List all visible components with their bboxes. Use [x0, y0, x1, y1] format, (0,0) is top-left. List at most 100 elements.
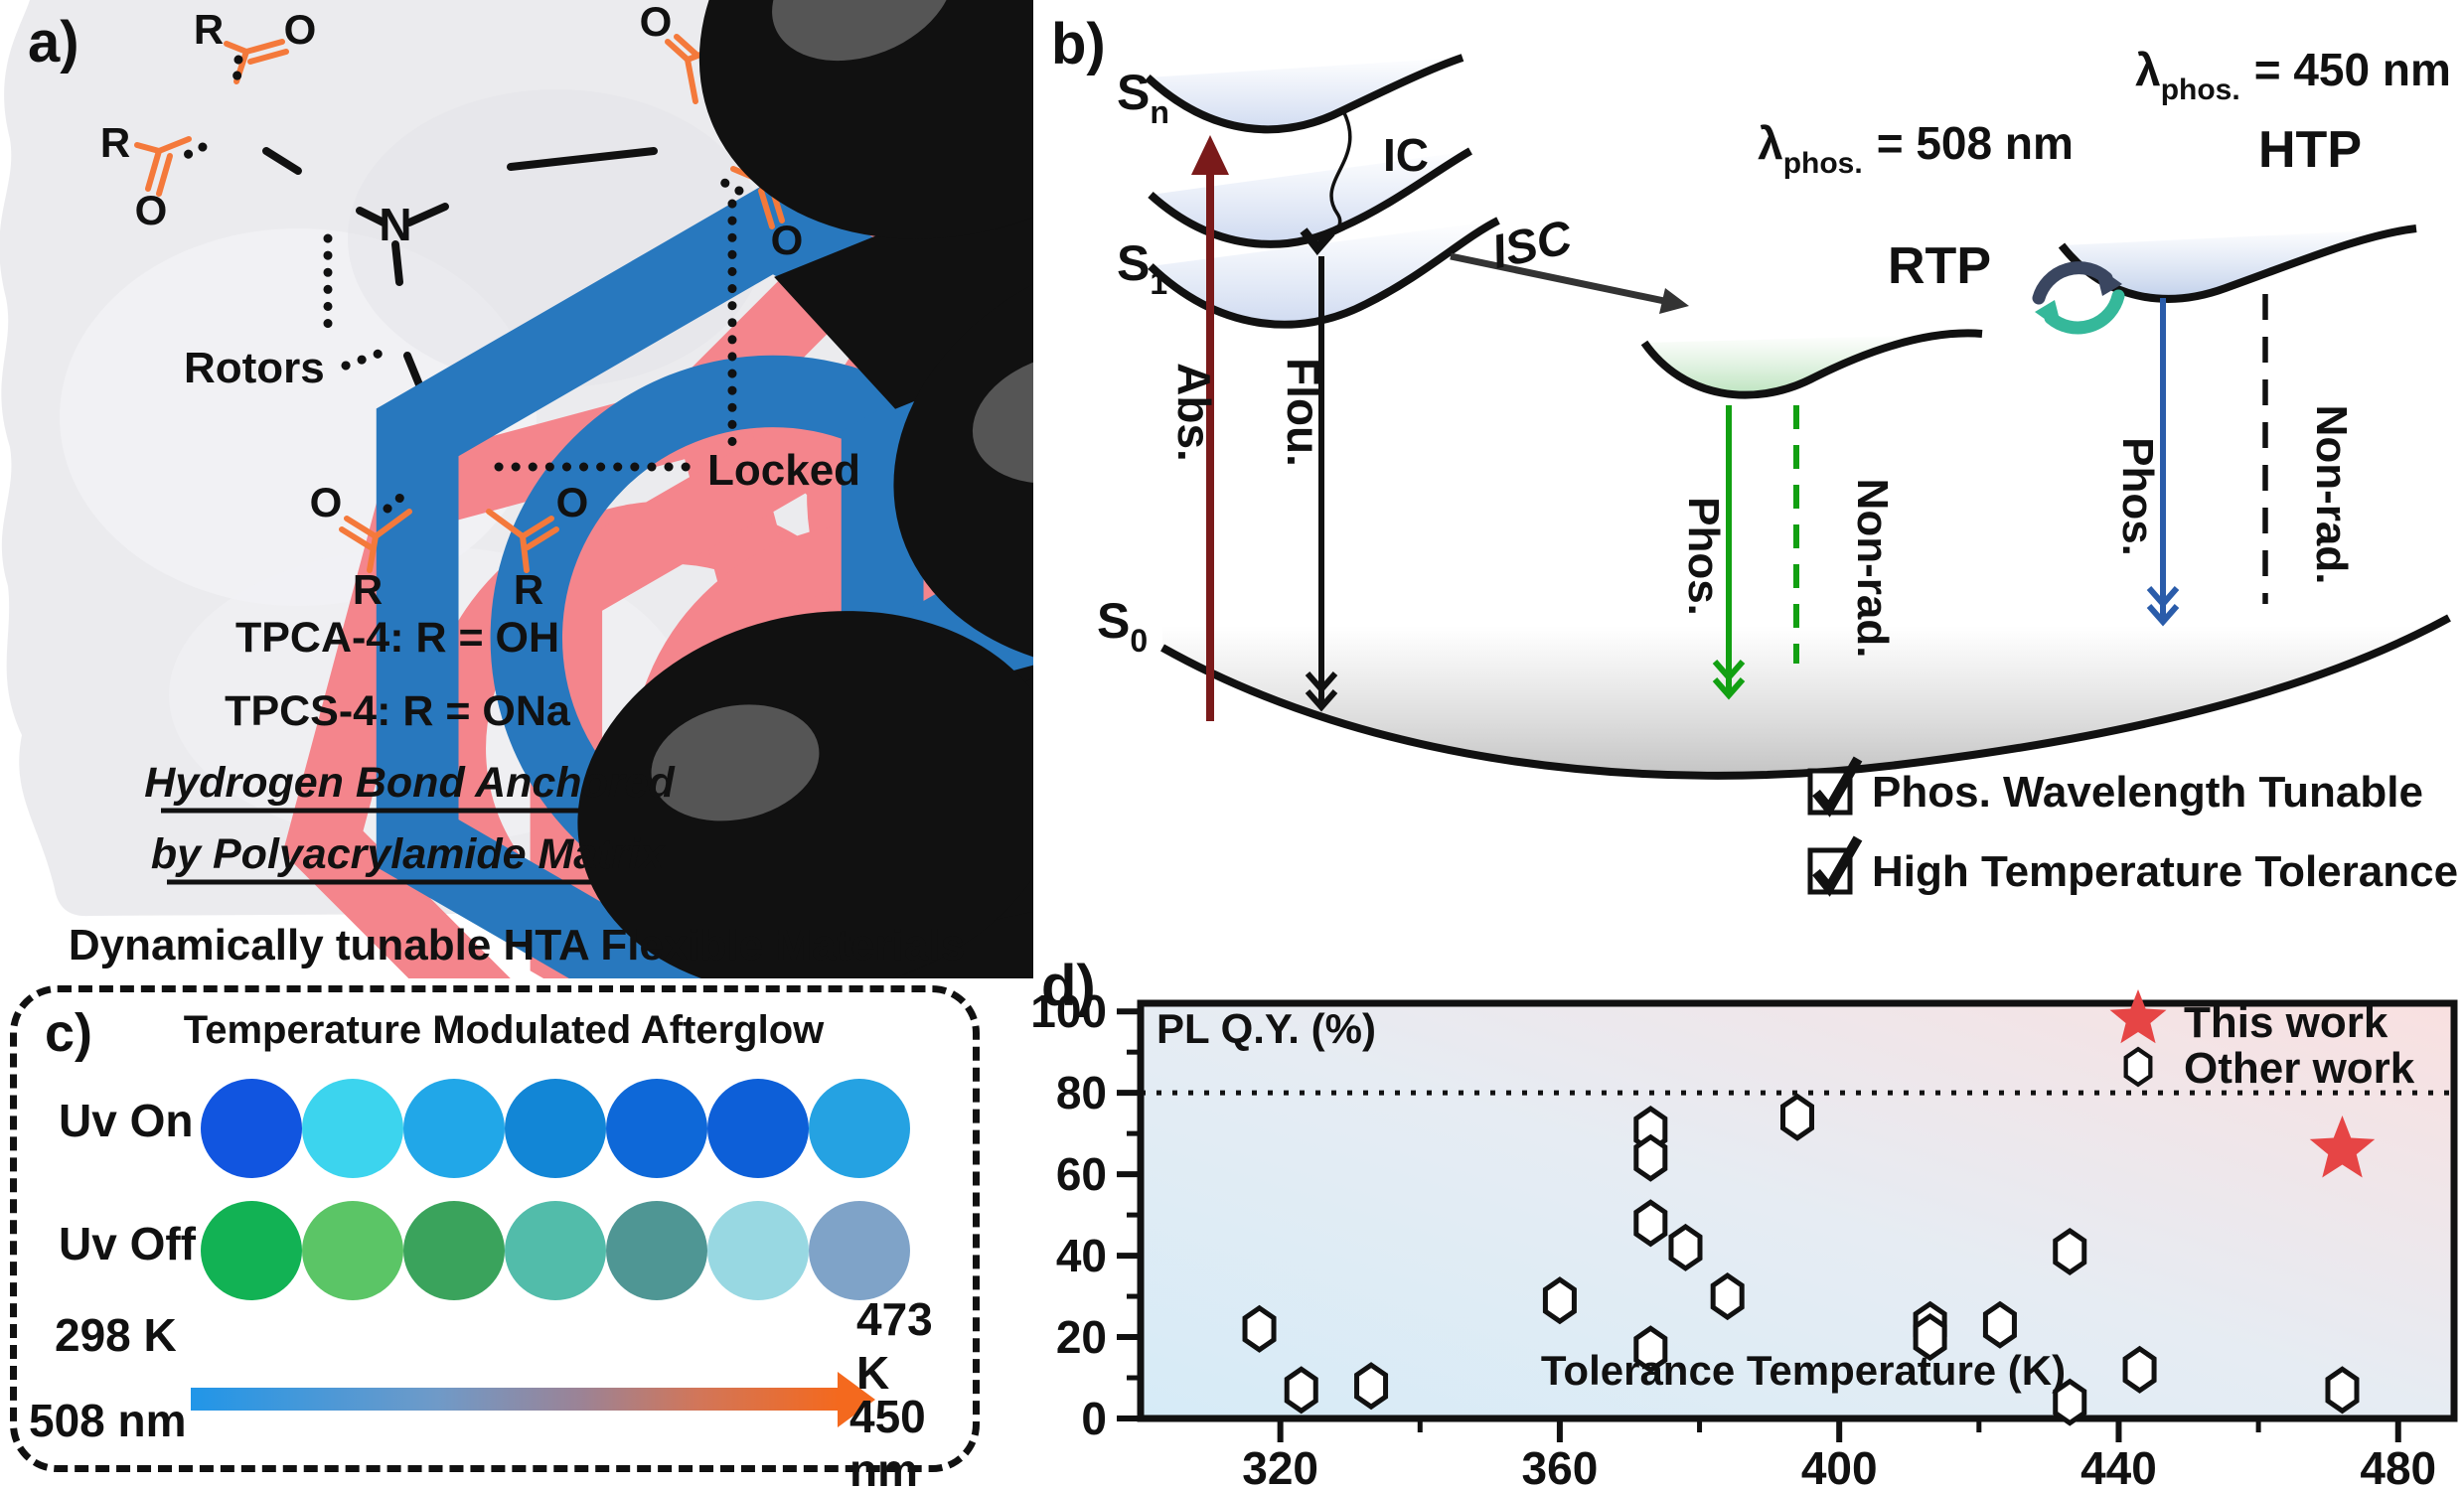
legend: This work Other work: [2109, 989, 2415, 1093]
rtp-triplet-curve: [1640, 329, 1983, 399]
sample-disc: [809, 1079, 910, 1178]
isc-arrowhead: [1659, 288, 1689, 314]
htp-phos-arrow: [2146, 298, 2180, 627]
sample-disc: [809, 1201, 910, 1300]
htp-phos-label: Phos.: [2113, 437, 2162, 556]
svg-text:O: O: [310, 479, 343, 525]
legend-hexagon-icon: [2123, 1046, 2153, 1088]
checkbox-2: [1807, 835, 1863, 897]
svg-text:R: R: [353, 566, 383, 613]
other-work-hexagon-point: [2053, 1378, 2087, 1426]
svg-text:R: R: [194, 6, 224, 53]
x-tick-label: 440: [2080, 1442, 2157, 1490]
x-axis-title: Tolerance Temperature (K): [1541, 1347, 2066, 1394]
y-tick-label: 100: [1033, 985, 1107, 1037]
ic-arrowhead: [1300, 227, 1335, 256]
temperature-gradient-arrowhead: [838, 1372, 875, 1427]
svg-text:O: O: [135, 187, 168, 233]
htp-nonrad-label: Non-rad.: [2307, 405, 2356, 585]
panel-d-label: d): [1041, 954, 1096, 1018]
nitrogen-atom: N: [379, 199, 411, 250]
fluorescence-label: Flou.: [1278, 358, 1329, 467]
rtp-title: RTP: [1888, 237, 1991, 295]
other-work-hexagon-point: [1710, 1272, 1745, 1321]
uv-off-sample-row: [201, 1201, 910, 1300]
carboxyl-labels: R O R O O R R O O R O R: [100, 0, 830, 613]
panel-c: c) Temperature Modulated Afterglow Uv On…: [10, 985, 980, 1490]
sample-disc: [606, 1079, 707, 1178]
x-tick-label: 400: [1801, 1442, 1878, 1490]
rtp-nonrad-label: Non-rad.: [1848, 479, 1897, 659]
other-work-hexagon-point: [1542, 1276, 1577, 1325]
svg-text:O: O: [640, 0, 673, 45]
legend-other-work: Other work: [2184, 1044, 2415, 1093]
other-work-hexagon-point: [1284, 1366, 1318, 1415]
temp-left-label: 298 K: [55, 1309, 177, 1361]
check-item-2: High Temperature Tolerance: [1872, 847, 2458, 896]
sample-disc: [201, 1079, 302, 1178]
svg-text:O: O: [284, 6, 317, 53]
wavelength-right-label: 450 nm: [849, 1391, 926, 1490]
uv-on-sample-row: [201, 1079, 910, 1178]
x-tick-label: 320: [1242, 1442, 1318, 1490]
sample-disc: [302, 1079, 403, 1178]
sample-disc: [403, 1079, 505, 1178]
svg-text:R: R: [514, 566, 543, 613]
rtp-phos-label: Phos.: [1679, 497, 1728, 616]
svg-text:O: O: [556, 479, 589, 525]
other-work-hexagon-point: [1354, 1362, 1389, 1411]
panel-c-label: c): [45, 1003, 93, 1063]
caption-line1: Hydrogen Bond Anchored: [144, 759, 675, 807]
sample-disc: [302, 1201, 403, 1300]
sample-disc: [505, 1201, 606, 1300]
ic-label: IC: [1383, 129, 1429, 181]
other-work-hexagon-point: [1913, 1313, 1947, 1362]
sample-disc: [606, 1201, 707, 1300]
htp-wavelength: λphos. = 450 nm: [2135, 44, 2451, 106]
other-work-hexagon-point: [1982, 1300, 2017, 1349]
other-work-hexagon-point: [1242, 1304, 1277, 1353]
uv-off-label: Uv Off: [59, 1218, 196, 1269]
rotors-label: Rotors: [184, 344, 325, 392]
other-work-hexagon-point: [1780, 1093, 1814, 1141]
temperature-gradient-arrow: [191, 1388, 839, 1411]
x-tick-label: 360: [1522, 1442, 1599, 1490]
caption-line2: by Polyacrylamide Matrix: [151, 830, 666, 878]
other-work-hexagon-point: [2053, 1227, 2087, 1276]
plot-area: [1137, 999, 2458, 1422]
isc-arrow: [1450, 252, 1670, 306]
hydrogen-bond-dots: [182, 55, 744, 514]
check-item-1: Phos. Wavelength Tunable: [1872, 768, 2423, 817]
ic-arrow: [1318, 106, 1352, 246]
panel-a-label: a): [28, 10, 79, 74]
panel-b: b) Sn S1 S0: [1051, 12, 2458, 897]
y-tick-label: 0: [1081, 1393, 1107, 1444]
panel-a: a) N: [0, 0, 1033, 978]
svg-text:O: O: [771, 217, 804, 263]
htp-title: HTP: [2258, 121, 2362, 179]
sample-disc: [505, 1079, 606, 1178]
y-tick-label: 20: [1056, 1311, 1107, 1363]
formula-tpcs4: TPCS-4: R = ONa: [225, 687, 571, 735]
other-work-hexagon-point: [1633, 1199, 1668, 1248]
y-tick-label: 60: [1056, 1148, 1107, 1200]
y-tick-label: 40: [1056, 1230, 1107, 1281]
equilibrium-cycle-icon: [2032, 261, 2125, 335]
sample-disc: [403, 1201, 505, 1300]
fluorescence-arrow: [1305, 256, 1338, 712]
other-work-hexagon-point: [1633, 1133, 1668, 1182]
wavelength-left-label: 508 nm: [29, 1395, 187, 1446]
rtp-wavelength: λphos. = 508 nm: [1758, 117, 2074, 180]
panel-d: d) 320 360 400 440 480 0 20 40 60 80 100 PL Q.Y. (…: [1033, 954, 2458, 1490]
other-work-hexagon-point: [1668, 1223, 1703, 1271]
sample-disc: [707, 1079, 809, 1178]
this-work-star-point: [2309, 1116, 2376, 1178]
sample-disc: [707, 1201, 809, 1300]
absorption-arrow: [1191, 135, 1229, 721]
state-label-s0: S0: [1097, 593, 1148, 659]
y-tick-label: 80: [1056, 1067, 1107, 1118]
panel-c-title: Temperature Modulated Afterglow: [183, 1008, 825, 1052]
x-tick-label: 480: [2360, 1442, 2436, 1490]
state-label-s1: S1: [1117, 235, 1167, 301]
